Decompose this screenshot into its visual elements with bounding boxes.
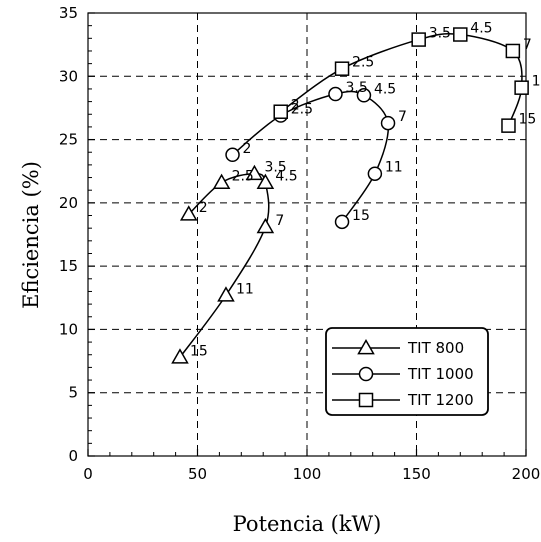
legend-triangle-marker [357, 338, 375, 355]
point-label: 2.5 [291, 102, 313, 118]
point-label: 15 [190, 343, 208, 359]
x-tick-label: 100 [293, 465, 322, 483]
triangle-marker [212, 173, 231, 189]
point-label: 7 [523, 37, 532, 53]
triangle-marker [245, 164, 264, 181]
point-label: 2.5 [352, 55, 374, 71]
point-label: 3.5 [345, 80, 367, 96]
y-tick-label: 30 [59, 67, 78, 85]
point-label: 2 [243, 141, 252, 157]
y-tick-label: 15 [59, 257, 78, 275]
square-marker [334, 61, 350, 76]
point-label: 15 [518, 112, 536, 128]
y-tick-label: 0 [68, 447, 78, 465]
point-label: 2 [291, 98, 300, 114]
point-label: 3.5 [429, 26, 451, 42]
x-tick-label: 200 [512, 465, 541, 483]
point-label: 11 [385, 160, 403, 176]
point-label: 4.5 [374, 81, 396, 97]
legend-circle-marker [358, 366, 374, 382]
point-label: 11 [532, 74, 541, 90]
square-marker [501, 118, 516, 133]
point-label: 7 [398, 109, 407, 125]
point-label: 4.5 [470, 21, 492, 37]
legend-label: TIT 1200 [407, 391, 474, 409]
point-label: 7 [275, 213, 284, 229]
legend: TIT 800 TIT 1000 TIT 1200 [325, 327, 489, 416]
square-marker [411, 32, 426, 47]
circle-marker [334, 214, 350, 230]
legend-square-marker [358, 392, 374, 408]
triangle-marker [217, 286, 235, 302]
legend-label: TIT 800 [407, 339, 464, 357]
point-label: 11 [236, 281, 254, 297]
square-marker [273, 104, 288, 119]
y-tick-label: 20 [59, 194, 78, 212]
point-label: 4.5 [275, 169, 297, 185]
square-marker [514, 80, 529, 95]
x-axis-title: Potencia (kW) [233, 512, 382, 536]
y-tick-label: 35 [59, 4, 78, 22]
point-label: 3.5 [264, 160, 286, 176]
series-markers [171, 27, 529, 364]
circle-marker [328, 86, 343, 102]
grid [88, 13, 526, 456]
square-marker [505, 43, 521, 59]
legend-label: TIT 1000 [407, 365, 474, 383]
y-tick-label: 5 [68, 384, 78, 402]
x-tick-label: 150 [402, 465, 431, 483]
y-axis-title: Eficiencia (%) [19, 161, 43, 309]
y-tick-label: 25 [59, 131, 78, 149]
ticks: 0 50 100 150 200 0 5 10 15 20 25 30 35 [59, 4, 540, 483]
triangle-marker [256, 217, 275, 234]
point-labels: 151174.53.52.52151174.53.52.52151174.53.… [190, 21, 541, 360]
triangle-marker [171, 348, 189, 364]
triangle-marker [179, 205, 198, 221]
point-label: 15 [352, 208, 370, 224]
triangle-marker [256, 173, 275, 189]
circle-marker [225, 147, 240, 163]
point-label: 2.5 [232, 169, 254, 185]
circle-marker [356, 88, 372, 103]
circle-marker [380, 115, 396, 131]
circle-marker [367, 166, 383, 181]
x-tick-label: 50 [188, 465, 207, 483]
point-label: 2 [199, 200, 208, 216]
square-marker [453, 27, 468, 42]
y-tick-label: 10 [59, 320, 78, 338]
x-tick-label: 0 [83, 465, 93, 483]
